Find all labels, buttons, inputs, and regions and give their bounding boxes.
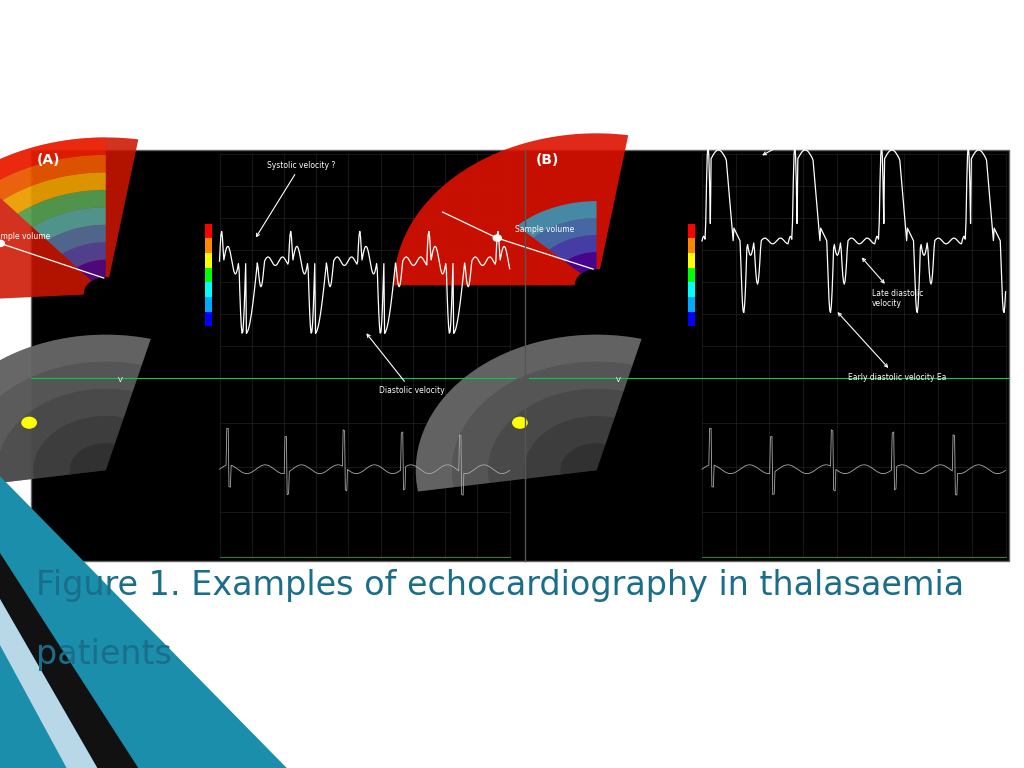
Text: V: V [118, 376, 123, 382]
Circle shape [494, 235, 502, 241]
Polygon shape [534, 218, 597, 250]
Polygon shape [0, 335, 151, 492]
Bar [205, 253, 212, 268]
Bar [687, 223, 694, 238]
Polygon shape [0, 155, 105, 200]
Polygon shape [560, 443, 605, 475]
Text: patients: patients [36, 638, 172, 671]
Polygon shape [0, 137, 138, 303]
Polygon shape [3, 172, 105, 214]
Polygon shape [0, 476, 287, 768]
Text: (A): (A) [37, 153, 60, 167]
Polygon shape [524, 416, 614, 478]
Polygon shape [34, 416, 124, 478]
Text: Early diastolic velocity Ea: Early diastolic velocity Ea [839, 313, 946, 382]
Polygon shape [517, 201, 597, 238]
Text: Sample volume: Sample volume [0, 232, 50, 241]
Polygon shape [62, 242, 105, 267]
Bar [205, 268, 212, 283]
Bar [687, 297, 694, 312]
Polygon shape [33, 207, 105, 240]
Polygon shape [47, 225, 105, 254]
Polygon shape [416, 335, 641, 492]
Polygon shape [416, 335, 641, 492]
Polygon shape [0, 137, 105, 187]
Polygon shape [549, 235, 597, 262]
Bar [205, 312, 212, 326]
Polygon shape [565, 252, 597, 273]
Polygon shape [70, 443, 115, 475]
Text: Late diastolic
velocity: Late diastolic velocity [862, 258, 924, 308]
Bar [205, 223, 212, 238]
Polygon shape [0, 335, 151, 492]
Polygon shape [488, 389, 624, 483]
Bar [205, 238, 212, 253]
Polygon shape [0, 362, 141, 487]
Text: V: V [615, 376, 621, 382]
Text: Systolic velocity Sa: Systolic velocity Sa [763, 121, 854, 155]
Polygon shape [452, 362, 633, 487]
Text: (B): (B) [536, 153, 559, 167]
Bar [31, 150, 1009, 561]
Bar [205, 283, 212, 297]
Text: Diastolic velocity: Diastolic velocity [367, 334, 444, 396]
Polygon shape [77, 260, 105, 281]
Bar [687, 312, 694, 326]
Polygon shape [0, 599, 97, 768]
Bar [687, 238, 694, 253]
Bar [687, 283, 694, 297]
Circle shape [0, 240, 4, 247]
Polygon shape [394, 134, 629, 286]
Polygon shape [17, 190, 105, 227]
Polygon shape [0, 389, 133, 483]
Text: Sample volume: Sample volume [515, 225, 574, 234]
Polygon shape [0, 553, 138, 768]
Bar [205, 297, 212, 312]
Text: Systolic velocity ?: Systolic velocity ? [256, 161, 335, 237]
Text: Figure 1. Examples of echocardiography in thalasaemia: Figure 1. Examples of echocardiography i… [36, 569, 964, 602]
Bar [687, 253, 694, 268]
Bar [687, 268, 694, 283]
Circle shape [22, 417, 36, 428]
Circle shape [513, 417, 527, 428]
